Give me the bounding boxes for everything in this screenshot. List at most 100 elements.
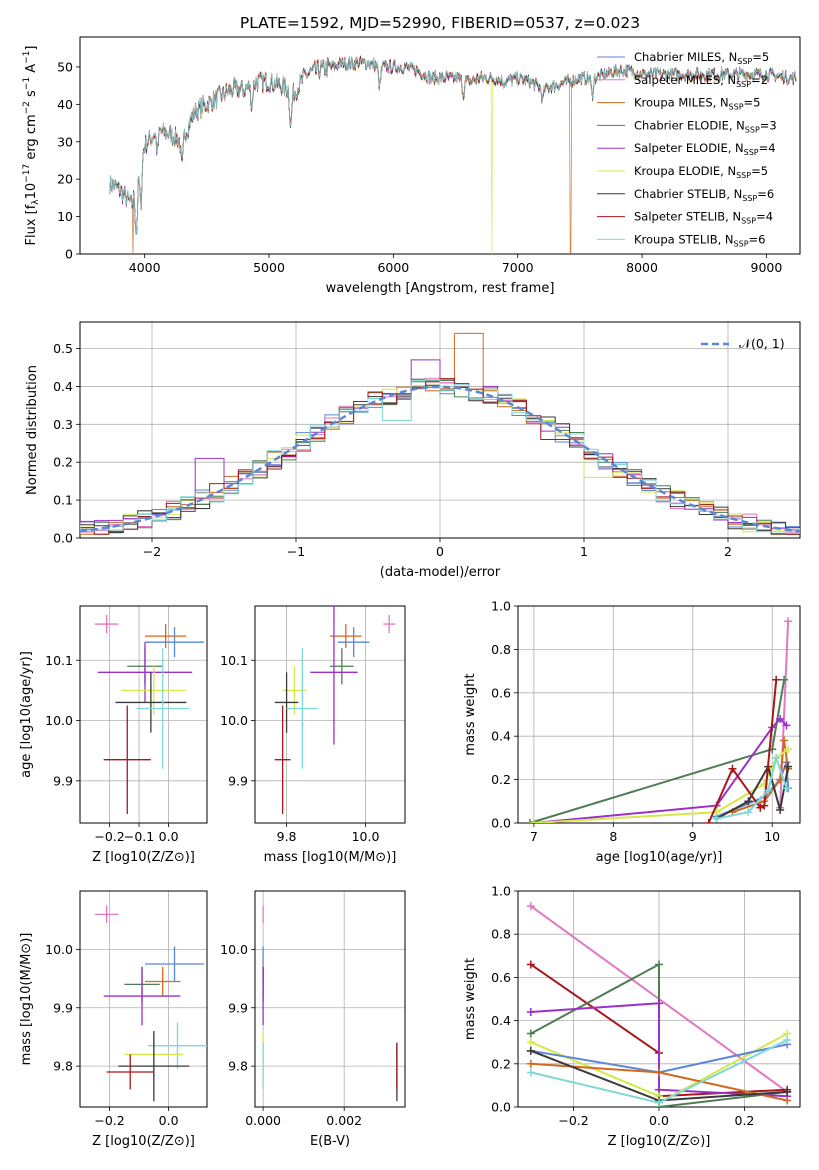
weight-marker-ks bbox=[764, 786, 773, 795]
x-tick-label: 6000 bbox=[377, 260, 409, 275]
x-tick-label: 0.0 bbox=[159, 829, 179, 844]
y-tick-label: 9.9 bbox=[228, 1000, 248, 1015]
spectrum-line-ks bbox=[109, 55, 797, 233]
weight-vs-metallicity-panel: −0.2 0.0 0.2 0.0 0.2 0.4 0.6 0.8 1.0 Z [log10(Z/Z… bbox=[463, 884, 801, 1149]
plot-frame bbox=[79, 605, 208, 824]
plot-area bbox=[94, 615, 205, 814]
x-tick-label: 8000 bbox=[626, 260, 658, 275]
weight-marker-ks bbox=[783, 1036, 792, 1045]
x-axis-label: (data-model)/error bbox=[380, 565, 501, 580]
weight-marker-ks bbox=[526, 1068, 535, 1077]
x-axis-label: age [log10(age/yr)] bbox=[596, 850, 723, 865]
y-tick-label: 0.8 bbox=[491, 927, 511, 942]
plot-area bbox=[262, 905, 398, 1102]
y-tick-label: 10.1 bbox=[45, 653, 73, 668]
plot-area bbox=[525, 617, 793, 823]
plot-frame bbox=[254, 890, 406, 1108]
histogram-ks bbox=[80, 379, 800, 534]
y-tick-label: 0.8 bbox=[491, 642, 511, 657]
x-tick-label: 8 bbox=[609, 829, 617, 844]
weight-marker-ks bbox=[744, 808, 753, 817]
age-vs-mass-panel: 9.8 10.0 9.9 10.0 10.1 mass [log10(M/M⊙)] bbox=[220, 605, 406, 865]
plot-frame bbox=[79, 890, 208, 1108]
x-tick-label: −0.2 bbox=[558, 1113, 588, 1128]
weight-marker-cs bbox=[784, 762, 793, 771]
weight-marker-ke bbox=[526, 1038, 535, 1047]
y-tick-label: 1.0 bbox=[491, 599, 511, 614]
plot-frame bbox=[254, 605, 406, 824]
y-tick-label: 0.4 bbox=[491, 729, 511, 744]
y-tick-label: 0.5 bbox=[53, 341, 73, 356]
y-tick-label: 9.8 bbox=[228, 1059, 248, 1074]
x-tick-label: 9000 bbox=[751, 260, 783, 275]
weight-marker-ss bbox=[728, 764, 737, 773]
y-tick-label: 9.8 bbox=[53, 1059, 73, 1074]
y-tick-label: 0.2 bbox=[53, 455, 73, 470]
weight-vs-age-panel: 7 8 9 10 0.0 0.2 0.4 0.6 0.8 1.0 age [log10(age/yr… bbox=[463, 599, 801, 865]
mass-vs-extinction-panel: 0.000 0.002 9.8 9.9 10.0 E(B-V) bbox=[220, 890, 406, 1149]
x-tick-label: 9 bbox=[689, 829, 697, 844]
weight-marker-cs bbox=[526, 1046, 535, 1055]
plot-area bbox=[274, 606, 396, 814]
figure-title: PLATE=1592, MJD=52990, FIBERID=0537, z=0… bbox=[240, 14, 640, 32]
x-tick-label: 5000 bbox=[253, 260, 285, 275]
y-axis-label: Flux [fλ10−17 erg cm−2 s−1 A−1] bbox=[22, 46, 41, 246]
weight-line-se bbox=[530, 1002, 788, 1098]
x-tick-label: 1 bbox=[580, 544, 588, 559]
weight-marker-ss bbox=[704, 819, 713, 823]
legend-label-cm: Chabrier MILES, NSSP=5 bbox=[634, 50, 769, 66]
y-tick-label: 0.2 bbox=[491, 772, 511, 787]
x-tick-label: 0.000 bbox=[245, 1113, 281, 1128]
y-axis-label: mass weight bbox=[463, 958, 478, 1040]
x-axis-label: E(B-V) bbox=[310, 1134, 350, 1149]
y-tick-label: 0.4 bbox=[491, 1013, 511, 1028]
weight-marker-se bbox=[776, 714, 785, 723]
x-tick-label: 2 bbox=[724, 544, 732, 559]
legend-label-cs: Chabrier STELIB, NSSP=6 bbox=[634, 187, 774, 203]
x-axis-label: wavelength [Angstrom, rest frame] bbox=[326, 281, 555, 296]
x-tick-label: 4000 bbox=[129, 260, 161, 275]
weight-marker-km bbox=[526, 1059, 535, 1068]
plot-area bbox=[526, 902, 792, 1107]
weight-marker-km bbox=[655, 1068, 663, 1077]
weight-marker-ce bbox=[526, 1029, 535, 1038]
x-tick-label: 10.0 bbox=[352, 829, 380, 844]
plot-area bbox=[80, 332, 800, 535]
weight-marker-ss bbox=[760, 801, 769, 810]
x-tick-label: −0.2 bbox=[94, 829, 124, 844]
y-tick-label: 40 bbox=[57, 97, 73, 112]
weight-line-ks bbox=[716, 754, 788, 820]
legend-label-km: Kroupa MILES, NSSP=5 bbox=[634, 96, 760, 112]
legend-label-normal: 𝒩(0, 1) bbox=[739, 336, 785, 351]
weight-marker-se bbox=[782, 721, 791, 730]
plot-frame bbox=[517, 605, 801, 824]
weight-marker-ks bbox=[772, 753, 781, 762]
x-tick-label: 0.002 bbox=[326, 1113, 362, 1128]
x-axis-label: Z [log10(Z/Z⊙)] bbox=[608, 1134, 711, 1149]
y-tick-label: 0 bbox=[65, 247, 73, 262]
weight-marker-sm bbox=[784, 617, 793, 626]
weight-marker-se bbox=[526, 1007, 535, 1016]
x-tick-label: 10 bbox=[764, 829, 780, 844]
age-vs-metallicity-panel: −0.2 −0.1 0.0 9.9 10.0 10.1 Z [log10(Z/Z⊙)] age… bbox=[19, 605, 208, 865]
weight-marker-se bbox=[655, 999, 663, 1008]
y-tick-label: 0.0 bbox=[53, 531, 73, 546]
y-tick-label: 9.9 bbox=[53, 773, 73, 788]
weight-marker-ss bbox=[526, 960, 535, 969]
weight-marker-ks bbox=[655, 1098, 663, 1107]
y-tick-label: 0.1 bbox=[53, 493, 73, 508]
spectrum-panel: 4000 5000 6000 7000 8000 9000 0 10 20 30 40 50 wavel… bbox=[22, 36, 801, 296]
residuals-panel: −2 −1 0 1 2 0.0 0.1 0.2 0.3 0.4 0.5 (data-model)/er… bbox=[25, 321, 801, 580]
weight-marker-ss bbox=[772, 675, 781, 684]
weight-marker-cs bbox=[744, 797, 753, 806]
weight-line-cs bbox=[716, 764, 790, 820]
y-tick-label: 30 bbox=[57, 134, 73, 149]
mass-vs-metallicity-panel: −0.2 0.0 9.8 9.9 10.0 Z [log10(Z/Z⊙)] mass [lo… bbox=[19, 890, 208, 1149]
legend-label-ks: Kroupa STELIB, NSSP=6 bbox=[634, 232, 765, 248]
x-tick-label: −1 bbox=[287, 544, 305, 559]
legend-label-sm: Salpeter MILES, NSSP=2 bbox=[634, 73, 768, 89]
weight-marker-cs bbox=[776, 805, 785, 814]
x-tick-label: 0.2 bbox=[735, 1113, 755, 1128]
x-axis-label: Z [log10(Z/Z⊙)] bbox=[92, 850, 195, 865]
